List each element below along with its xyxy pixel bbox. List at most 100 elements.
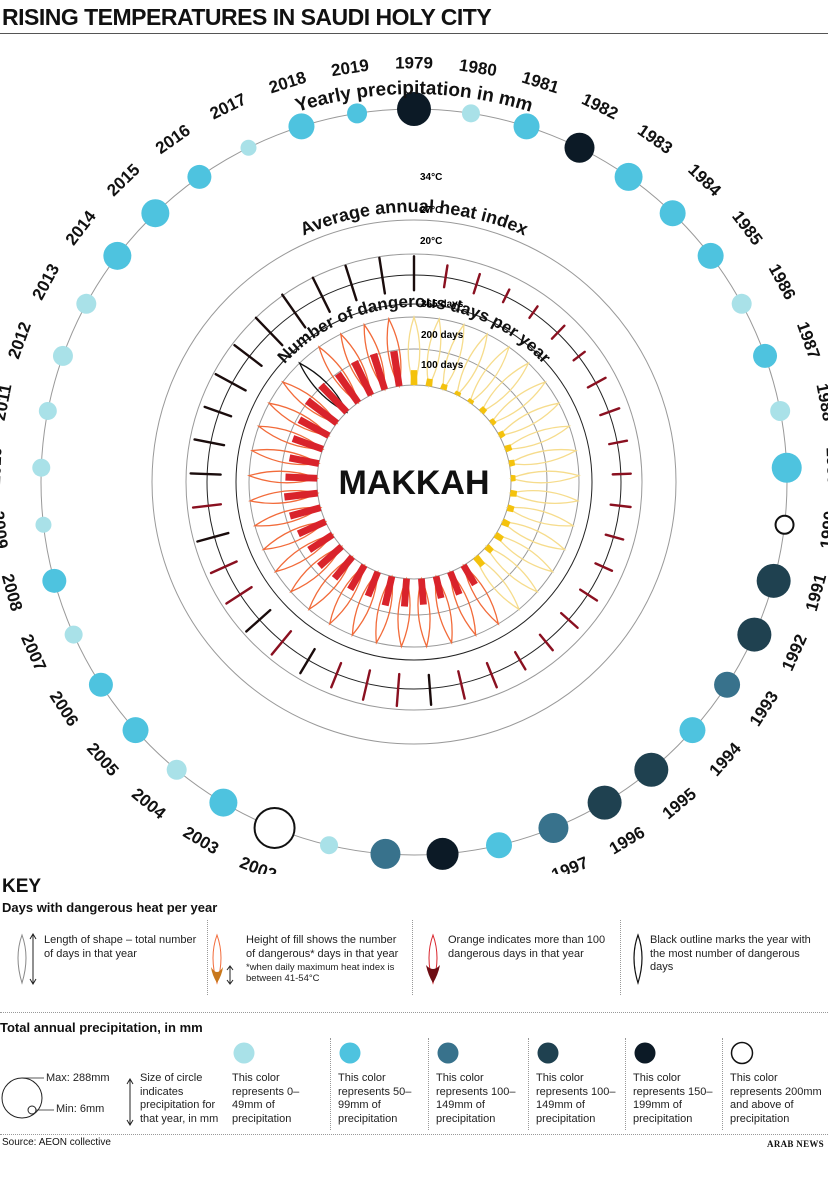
key-days-text-2: Height of fill shows the number of dange…	[246, 934, 399, 960]
heat-index-layer	[189, 255, 632, 708]
days-tick-100: 100 days	[421, 360, 464, 371]
year-label-2016: 2016	[152, 121, 194, 158]
source-note: Source: AEON collective	[2, 1137, 111, 1148]
key-divider	[330, 1038, 331, 1130]
precip-key-swatch-4	[634, 1042, 656, 1064]
year-label-1985: 1985	[728, 207, 766, 249]
year-label-1986: 1986	[765, 261, 800, 303]
heat-tick-34: 34°C	[420, 172, 442, 183]
days-fill-2017	[351, 360, 375, 397]
precip-key-swatch-5	[730, 1041, 754, 1065]
year-label-2004: 2004	[128, 784, 170, 823]
precip-key-text-5: This color represents 200mm and above of…	[730, 1072, 822, 1125]
key-divider	[620, 920, 621, 995]
heat-mark-1981	[472, 272, 481, 295]
heat-mark-2004	[270, 630, 293, 656]
key-divider	[528, 1038, 529, 1130]
year-label-1981: 1981	[520, 68, 562, 98]
heat-mark-1999	[427, 673, 433, 707]
days-fill-2016	[334, 371, 362, 405]
precip-circle-1987	[753, 343, 778, 368]
heat-mark-2009	[191, 503, 223, 509]
days-fill-1994	[484, 543, 494, 554]
precip-circle-2016	[187, 164, 212, 189]
year-label-2009: 2009	[0, 510, 11, 550]
year-label-2013: 2013	[29, 261, 64, 303]
precip-key-heading: Total annual precipitation, in mm	[0, 1020, 203, 1035]
precip-circle-1983	[614, 162, 643, 191]
heat-mark-2012	[203, 405, 233, 418]
brand-logo: ARAB NEWS	[767, 1139, 824, 1149]
days-fill-1983	[466, 398, 475, 405]
days-shape-2004	[307, 555, 354, 611]
precip-key-text-3: This color represents 100–149mm of preci…	[536, 1072, 616, 1125]
precip-circle-2003	[209, 788, 238, 817]
days-shape-1986	[497, 402, 561, 437]
precip-circle-2006	[88, 672, 113, 697]
days-fill-2014	[304, 397, 339, 426]
heat-mark-1987	[599, 407, 621, 417]
arc-days-label: Number of dangerous days per year	[274, 292, 555, 367]
key-days-text-4: Black outline marks the year with the mo…	[650, 934, 811, 973]
days-shape-2005	[289, 545, 344, 594]
days-fill-1996	[460, 563, 478, 587]
key-shape-icon	[17, 933, 27, 985]
days-shape-2015	[298, 361, 349, 414]
heat-mark-1985	[572, 350, 586, 362]
year-label-1984: 1984	[684, 160, 725, 200]
precip-circle-2013	[76, 293, 97, 314]
year-label-2012: 2012	[4, 319, 35, 361]
precip-key-swatch-3	[537, 1042, 559, 1064]
days-fill-1992	[501, 518, 511, 528]
key-divider	[207, 920, 208, 995]
key-days-text-1: Length of shape – total number of days i…	[44, 934, 197, 960]
precip-circle-2014	[103, 241, 132, 270]
precip-key-swatch-2	[437, 1042, 459, 1064]
key-days-footnote: *when daily maximum heat index is betwee…	[246, 962, 395, 984]
precipitation-layer	[32, 92, 802, 870]
year-label-1989: 1989	[822, 447, 828, 486]
days-fill-1986	[497, 430, 506, 439]
precip-key-swatch-1	[339, 1042, 361, 1064]
precip-key-text-0: This color represents 0–49mm of precipit…	[232, 1072, 300, 1125]
days-fill-1982	[453, 390, 462, 397]
year-label-2011: 2011	[0, 382, 15, 422]
days-shape-2002	[351, 570, 379, 637]
year-label-2007: 2007	[17, 631, 50, 673]
heat-mark-2018	[344, 264, 358, 302]
days-shape-2019	[386, 316, 402, 389]
year-label-2015: 2015	[103, 160, 143, 200]
days-shape-1993	[493, 533, 555, 573]
days-fill-1988	[508, 459, 516, 467]
year-label-1987: 1987	[793, 319, 824, 361]
heat-mark-1993	[578, 588, 599, 602]
days-shape-2014	[281, 380, 339, 425]
days-fill-1984	[478, 406, 488, 415]
days-tick-200: 200 days	[421, 330, 464, 341]
days-fill-1997	[447, 570, 463, 596]
heat-mark-1992	[594, 562, 614, 572]
days-shape-1988	[507, 448, 578, 466]
year-label-1997: 1997	[549, 853, 591, 874]
year-label-2018: 2018	[267, 68, 309, 98]
precip-circle-2000	[370, 838, 401, 869]
heat-mark-1991	[604, 533, 625, 541]
heat-mark-2001	[361, 669, 372, 701]
heat-mark-1988	[608, 439, 629, 446]
heat-mark-1986	[586, 376, 607, 389]
days-fill-2015	[318, 382, 350, 415]
days-fill-1979	[410, 370, 418, 386]
heat-mark-2003	[299, 647, 316, 675]
key-divider	[722, 1038, 723, 1130]
days-fill-1981	[440, 383, 448, 391]
heat-mark-2006	[225, 585, 253, 605]
heat-mark-2002	[330, 661, 343, 689]
days-fill-1989	[510, 474, 516, 482]
heat-mark-1989	[611, 472, 632, 476]
year-label-1992: 1992	[778, 631, 811, 673]
days-shape-2007	[261, 520, 328, 551]
days-shape-2016	[317, 345, 360, 405]
precip-circle-1984	[659, 200, 686, 227]
days-shape-2008	[252, 506, 323, 527]
